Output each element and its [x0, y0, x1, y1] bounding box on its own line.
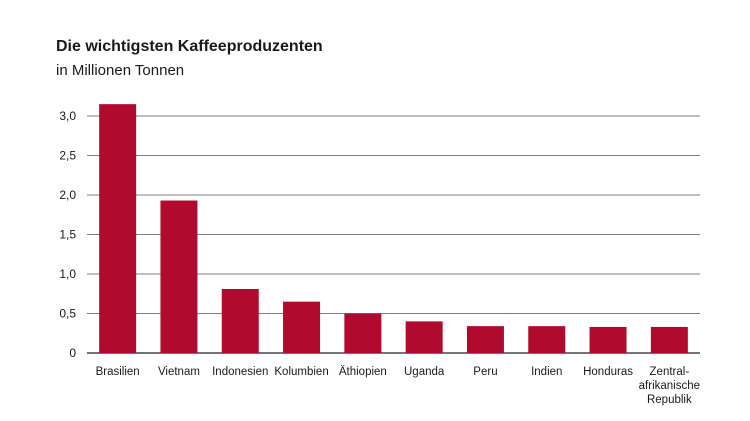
x-category-label: Äthiopien	[339, 366, 387, 378]
x-category-label: Vietnam	[158, 366, 200, 378]
bar	[466, 326, 504, 353]
bar	[528, 326, 566, 353]
bar	[221, 289, 259, 353]
bars	[99, 104, 688, 354]
chart-subtitle: in Millionen Tonnen	[56, 62, 185, 79]
x-category-label: Brasilien	[96, 366, 140, 378]
bar	[405, 321, 443, 353]
bar	[283, 301, 321, 353]
x-axis-labels: Brasilien Vietnam Indonesien Kolumbien Äthio…	[96, 366, 700, 406]
x-category-label: Uganda	[404, 366, 445, 378]
x-category-label: Honduras	[583, 366, 633, 378]
x-category-label: Zentral-afrikanische Republik	[639, 366, 700, 406]
y-tick-label: 2,5	[59, 149, 76, 163]
y-tick-label: 3,0	[59, 109, 76, 123]
x-category-label: Kolumbien	[274, 366, 328, 378]
x-category-label: Peru	[473, 366, 497, 378]
y-tick-label: 2,0	[59, 188, 76, 202]
bar	[160, 200, 198, 353]
y-axis-ticks: 0 0,5 1,0 1,5 2,0 2,5 3,0	[59, 109, 76, 360]
x-category-label: Indonesien	[212, 366, 268, 378]
y-tick-label: 0,5	[59, 307, 76, 321]
bar	[344, 313, 382, 353]
bar	[589, 326, 627, 353]
x-category-label: Indien	[531, 366, 562, 378]
chart-title: Die wichtigsten Kaffeeproduzenten	[56, 38, 323, 55]
y-tick-label: 1,5	[59, 228, 76, 242]
bar	[99, 104, 137, 354]
y-tick-label: 1,0	[59, 267, 76, 281]
bar	[650, 326, 688, 353]
y-tick-label: 0	[69, 346, 76, 360]
